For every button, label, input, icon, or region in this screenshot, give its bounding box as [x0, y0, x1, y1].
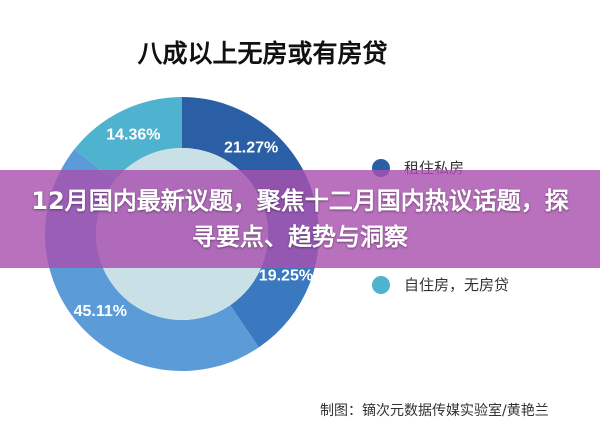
slice-label: 14.36%	[106, 127, 160, 144]
legend-swatch	[372, 275, 390, 294]
legend-label: 自住房，无房贷	[404, 276, 510, 294]
slice-label: 19.25%	[259, 267, 313, 284]
donut-slice	[74, 97, 182, 181]
slice-label: 45.11%	[74, 303, 127, 320]
banner-title: 12月国内最新议题，聚焦十二月国内热议话题，探寻要点、趋势与洞察	[31, 187, 569, 251]
chart-title: 八成以上无房或有房贷	[137, 39, 388, 68]
slice-label: 21.27%	[224, 139, 278, 156]
legend-item-own-no-loan: 自住房，无房贷	[372, 274, 509, 295]
source-credit: 制图：镝次元数据传媒实验室/黄艳兰	[320, 403, 549, 419]
title-banner: 12月国内最新议题，聚焦十二月国内热议话题，探寻要点、趋势与洞察	[0, 170, 600, 268]
